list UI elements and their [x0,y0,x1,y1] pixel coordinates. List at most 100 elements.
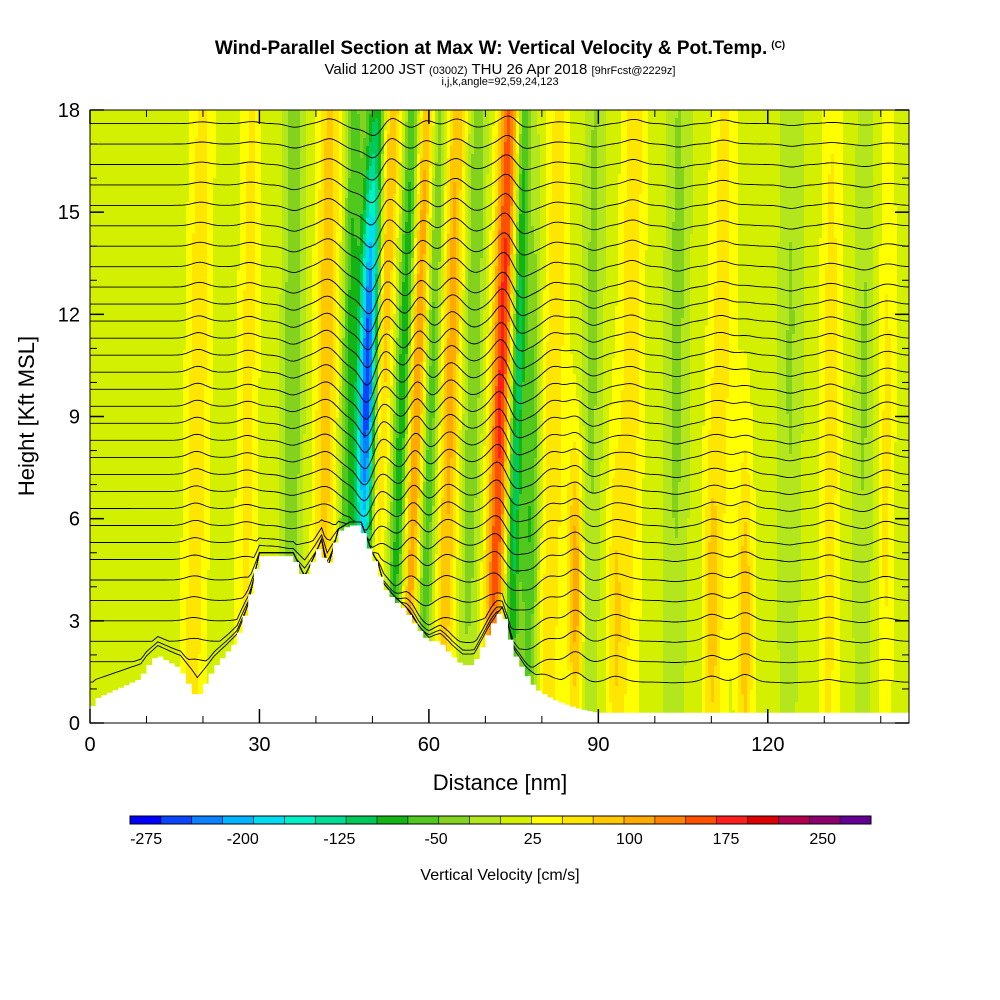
velocity-cell [360,126,367,131]
velocity-cell [336,286,340,291]
velocity-cell [675,202,685,207]
velocity-cell [606,178,619,183]
velocity-cell [714,302,730,307]
velocity-cell [843,274,856,279]
velocity-cell [486,198,493,203]
velocity-cell [390,286,394,291]
velocity-cell [90,126,190,131]
velocity-cell [255,258,262,263]
velocity-cell [300,210,307,215]
velocity-cell [453,234,457,239]
velocity-cell [516,134,520,139]
velocity-cell [489,150,493,155]
velocity-cell [777,278,790,283]
velocity-cell [393,218,397,223]
velocity-cell [618,242,625,247]
velocity-cell [243,306,256,311]
velocity-cell [207,258,214,263]
velocity-cell [882,110,895,115]
velocity-cell [429,118,433,123]
velocity-cell [261,174,283,179]
velocity-cell [666,114,679,119]
velocity-cell [468,218,472,223]
velocity-cell [408,130,415,135]
velocity-cell [729,286,739,291]
velocity-cell [540,266,547,271]
velocity-cell [729,234,739,239]
velocity-cell [525,298,529,303]
velocity-cell [360,226,364,231]
velocity-cell [189,118,199,123]
velocity-cell [300,222,307,227]
velocity-cell [528,282,538,287]
velocity-cell [528,186,532,191]
velocity-cell [804,258,820,263]
velocity-cell [420,194,424,199]
velocity-cell [435,166,442,171]
velocity-cell [675,162,682,167]
velocity-cell [408,138,415,143]
velocity-cell [300,142,307,147]
velocity-cell [444,138,448,143]
velocity-cell [456,242,460,247]
velocity-cell [513,230,517,235]
velocity-cell [432,230,442,235]
velocity-cell [513,214,517,219]
velocity-cell [777,270,790,275]
velocity-cell [519,238,526,243]
velocity-cell [441,126,445,131]
velocity-cell [318,282,322,287]
velocity-cell [486,210,493,215]
velocity-cell [729,134,739,139]
velocity-cell [417,178,421,183]
velocity-cell [447,174,451,179]
velocity-cell [684,174,694,179]
velocity-cell [843,214,856,219]
velocity-cell [888,294,898,299]
velocity-cell [306,214,316,219]
velocity-cell [393,214,397,219]
velocity-cell [372,294,376,299]
velocity-cell [429,190,433,195]
velocity-cell [684,230,694,235]
velocity-cell [621,110,628,115]
velocity-cell [315,210,319,215]
velocity-cell [645,258,664,263]
velocity-cell [471,162,484,167]
velocity-cell [246,190,256,195]
velocity-cell [501,186,505,191]
velocity-cell [432,214,436,219]
velocity-cell [288,234,301,239]
velocity-cell [450,298,457,303]
velocity-cell [261,138,283,143]
velocity-cell [708,218,718,223]
velocity-cell [825,286,838,291]
velocity-cell [864,302,868,307]
velocity-cell [729,230,739,235]
velocity-cell [525,246,529,251]
velocity-cell [804,250,820,255]
velocity-cell [618,246,625,251]
velocity-cell [516,274,520,279]
velocity-cell [471,238,484,243]
velocity-cell [597,286,607,291]
velocity-cell [306,298,313,303]
velocity-cell [360,290,364,295]
velocity-cell [639,210,649,215]
velocity-cell [195,142,208,147]
velocity-cell [708,278,718,283]
velocity-cell [828,218,835,223]
velocity-cell [372,270,376,275]
velocity-cell [444,202,448,207]
velocity-cell [315,198,319,203]
velocity-cell [429,186,433,191]
velocity-cell [240,134,250,139]
velocity-cell [540,202,547,207]
velocity-cell [672,302,685,307]
velocity-cell [777,250,790,255]
velocity-cell [441,178,445,183]
velocity-cell [480,258,487,263]
velocity-cell [438,114,442,119]
velocity-cell [255,158,262,163]
velocity-cell [447,254,451,259]
